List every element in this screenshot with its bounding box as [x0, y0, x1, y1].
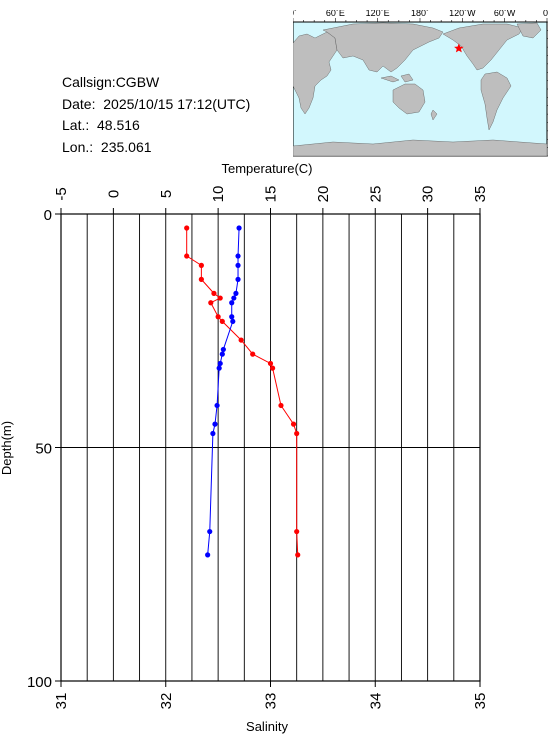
- salinity-point: [210, 430, 216, 437]
- map-land-newzealand: [430, 109, 438, 121]
- salinity-point: [233, 290, 239, 296]
- salinity-point: [231, 295, 237, 301]
- temperature-point: [294, 528, 300, 535]
- temperature-point: [211, 290, 217, 296]
- salinity-point: [235, 262, 241, 268]
- temperature-point: [294, 430, 300, 437]
- map-lon-label: 120˚E: [366, 10, 390, 18]
- salinity-point: [205, 552, 211, 558]
- date-text: Date: 2025/10/15 17:12(UTC): [62, 95, 251, 112]
- temperature-tick-label: -5: [53, 187, 70, 200]
- depth-tick-label: 100: [27, 674, 52, 691]
- depth-tick-labels: 0 50 100: [27, 207, 61, 691]
- series-layer: [184, 225, 301, 558]
- plot-frame: [60, 213, 481, 682]
- temperature-tick-label: 10: [210, 186, 227, 203]
- station-star-marker: [454, 43, 464, 53]
- salinity-point: [217, 360, 223, 367]
- depth-tick-label: 0: [44, 207, 52, 224]
- temperature-point: [208, 300, 214, 306]
- temperature-point: [198, 276, 204, 282]
- salinity-tick-label: 35: [472, 693, 489, 710]
- latitude-text: Lat.: 48.516: [62, 117, 140, 133]
- salinity-tick-label: 32: [158, 693, 175, 710]
- temperature-tick-label: 5: [158, 190, 175, 198]
- longitude-text: Lon.: 235.061: [62, 138, 152, 155]
- salinity-tick-labels: 31 32 33 34 35: [53, 681, 489, 709]
- salinity-point: [220, 346, 226, 353]
- salinity-point: [207, 528, 213, 535]
- map-lon-label: 120˚W: [449, 10, 476, 18]
- chart-grid: [61, 214, 480, 681]
- map-land-south-america: [480, 71, 512, 131]
- map-landmasses: [293, 22, 548, 157]
- temperature-point: [219, 318, 225, 325]
- temperature-tick-label: 20: [315, 186, 332, 203]
- map-frame: [293, 21, 548, 157]
- salinity-point: [235, 276, 241, 282]
- callsign-text: Callsign:CGBW: [62, 74, 160, 90]
- map-lon-label: 180˚: [411, 10, 429, 18]
- salinity-tick-label: 34: [367, 693, 384, 710]
- temperature-point: [215, 314, 221, 320]
- map-longitude-labels: 0˚ 60˚E 120˚E 180˚ 120˚W 60˚W 0˚: [293, 10, 548, 18]
- map-ticks: [293, 18, 548, 157]
- salinity-point: [229, 300, 235, 306]
- map-lon-label: 0˚: [543, 10, 548, 18]
- temperature-point: [295, 552, 301, 558]
- temperature-tick-label: 25: [367, 186, 384, 203]
- map-land-australia: [392, 83, 426, 115]
- temperature-point: [238, 337, 244, 343]
- map-land-greenland: [516, 22, 542, 39]
- temperature-point: [184, 253, 190, 259]
- depth-axis-title: Depth(m): [0, 421, 14, 475]
- salinity-point: [214, 402, 220, 409]
- station-info: Callsign:CGBW Date: 2025/10/15 17:12(UTC…: [62, 72, 250, 158]
- temperature-point: [184, 225, 190, 231]
- temperature-tick-label: 0: [105, 190, 122, 198]
- salinity-point: [235, 253, 241, 259]
- map-lon-label: 60˚W: [494, 10, 516, 18]
- temperature-tick-label: 35: [472, 186, 489, 203]
- map-land-asia: [322, 22, 444, 73]
- map-lon-label: 0˚: [293, 10, 297, 18]
- salinity-tick-label: 31: [53, 693, 70, 710]
- salinity-point: [229, 314, 235, 320]
- map-land-indonesia: [380, 73, 414, 83]
- salinity-tick-label: 33: [263, 693, 280, 710]
- temperature-point: [278, 402, 284, 409]
- temperature-tick-label: 15: [263, 186, 280, 203]
- depth-tick-label: 50: [35, 441, 52, 458]
- temperature-point: [267, 360, 274, 367]
- temperature-point: [290, 421, 297, 427]
- temperature-point: [250, 351, 256, 357]
- salinity-point: [236, 225, 242, 231]
- temperature-point: [269, 365, 276, 371]
- temperature-profile-line: [186, 228, 299, 555]
- salinity-profile-line: [207, 227, 240, 555]
- salinity-point: [216, 365, 222, 371]
- salinity-point: [219, 351, 225, 357]
- temperature-point: [198, 262, 204, 268]
- map-land-africa-europe: [293, 31, 338, 115]
- temperature-tick-label: 30: [420, 186, 437, 203]
- temperature-point: [217, 295, 223, 301]
- map-lon-label: 60˚E: [326, 10, 345, 18]
- salinity-point: [212, 421, 218, 427]
- map-land-north-america: [442, 23, 524, 71]
- salinity-axis-title: Salinity: [246, 719, 288, 734]
- temperature-tick-labels: -5 0 5 10 15 20 25 30 35: [53, 186, 489, 214]
- salinity-point: [230, 318, 236, 325]
- map-land-antarctica: [293, 139, 548, 157]
